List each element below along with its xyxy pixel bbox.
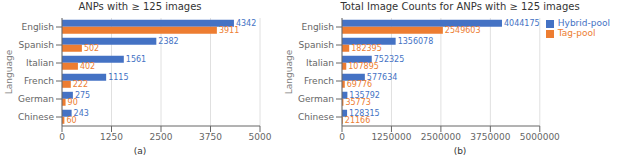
html-text:Total Image Counts for ANPs wi: Total Image Counts for ANPs with ≥ 125 i…	[340, 1, 580, 12]
html-text:Tag-pool: Tag-pool	[557, 28, 596, 38]
svg-text:2500000: 2500000	[421, 132, 461, 142]
svg-text:402: 402	[80, 62, 95, 71]
svg-text:90: 90	[68, 98, 78, 107]
svg-text:French: French	[24, 76, 54, 86]
svg-text:English: English	[302, 22, 335, 32]
svg-text:1356078: 1356078	[398, 37, 434, 46]
svg-text:60: 60	[66, 116, 76, 125]
html-text:Hybrid-pool: Hybrid-pool	[557, 18, 610, 28]
svg-text:182395: 182395	[351, 44, 382, 53]
svg-text:1115: 1115	[108, 73, 128, 82]
svg-text:English: English	[22, 22, 55, 32]
svg-text:275: 275	[74, 91, 91, 101]
svg-text:3750: 3750	[199, 132, 222, 142]
svg-text:Chinese: Chinese	[18, 112, 54, 122]
svg-text:5000: 5000	[249, 132, 272, 142]
svg-text:4342: 4342	[235, 19, 257, 29]
svg-text:243: 243	[73, 109, 89, 119]
svg-text:21166: 21166	[345, 116, 370, 125]
svg-text:German: German	[298, 94, 334, 104]
html-text:(b): (b)	[453, 146, 467, 156]
svg-text:502: 502	[84, 44, 99, 53]
svg-text:135792: 135792	[349, 91, 380, 101]
svg-text:French: French	[304, 76, 334, 86]
svg-text:69776: 69776	[347, 80, 372, 89]
svg-text:3911: 3911	[219, 26, 239, 35]
svg-text:3750000: 3750000	[470, 132, 510, 142]
svg-text:2549603: 2549603	[445, 26, 481, 35]
svg-text:4044175: 4044175	[504, 19, 540, 28]
html-text:(a): (a)	[133, 146, 147, 156]
svg-text:752325: 752325	[373, 55, 405, 65]
svg-text:German: German	[18, 94, 54, 104]
svg-text:577634: 577634	[366, 73, 398, 83]
svg-text:2500: 2500	[150, 132, 173, 142]
svg-text:1561: 1561	[126, 55, 146, 64]
svg-text:128315: 128315	[349, 109, 380, 119]
svg-text:Italian: Italian	[306, 58, 334, 68]
html-text:ANPs with ≥ 125 images: ANPs with ≥ 125 images	[78, 1, 202, 12]
svg-text:5000000: 5000000	[520, 132, 560, 142]
svg-text:107895: 107895	[348, 62, 379, 71]
svg-text:Spanish: Spanish	[18, 40, 54, 50]
svg-text:Italian: Italian	[26, 58, 54, 68]
svg-text:Language: Language	[284, 49, 294, 94]
svg-text:1250: 1250	[100, 132, 123, 142]
svg-text:Language: Language	[8, 49, 14, 94]
svg-text:35773: 35773	[345, 98, 370, 107]
svg-text:1250000: 1250000	[371, 132, 411, 142]
svg-text:2382: 2382	[158, 37, 178, 46]
svg-text:0: 0	[339, 132, 345, 142]
svg-text:Chinese: Chinese	[298, 112, 334, 122]
svg-text:0: 0	[59, 132, 65, 142]
svg-text:222: 222	[73, 80, 88, 89]
svg-text:Spanish: Spanish	[298, 40, 334, 50]
